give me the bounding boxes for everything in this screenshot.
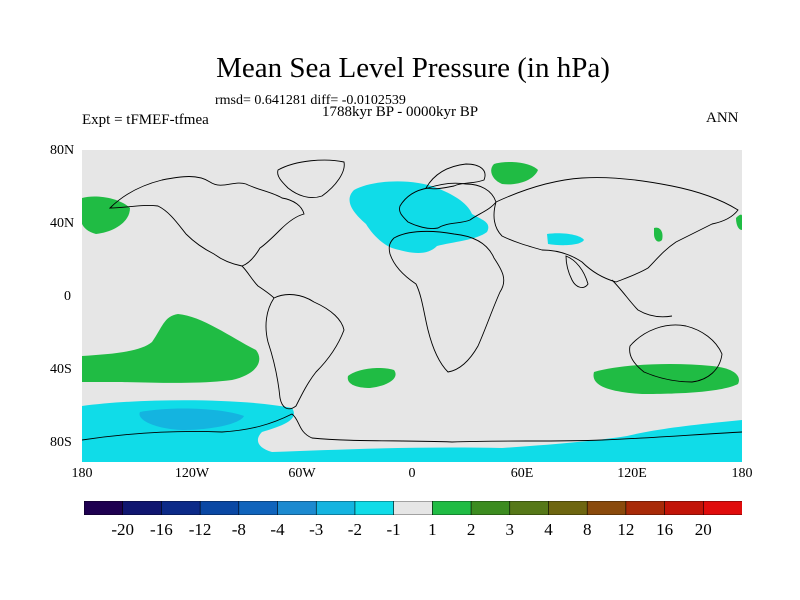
pressure-map — [82, 150, 742, 462]
lon-label-120e: 120E — [617, 466, 647, 481]
coast-africa — [388, 230, 505, 373]
coast-scandinavia — [425, 163, 486, 190]
colorbar-label: 16 — [656, 520, 674, 539]
colorbar-swatch — [432, 501, 472, 515]
colorbar-label: -1 — [386, 520, 401, 539]
colorbar-swatch — [586, 501, 627, 515]
lat-label-80s: 80S — [50, 435, 72, 450]
colorbar-swatch — [509, 501, 550, 515]
lat-label-40n: 40N — [50, 216, 75, 231]
lat-label-80n: 80N — [50, 143, 75, 158]
map-title: Mean Sea Level Pressure (in hPa) — [216, 52, 610, 84]
anomaly-north-pacific-west — [82, 196, 130, 234]
colorbar-label: -8 — [231, 520, 246, 539]
coast-europe — [399, 182, 497, 229]
colorbar-swatch — [702, 501, 742, 515]
anomaly-shading — [82, 162, 742, 462]
colorbar-label: -4 — [270, 520, 285, 539]
anomaly-barents-sea — [491, 162, 538, 185]
anomaly-south-atlantic — [347, 368, 396, 388]
colorbar — [84, 501, 742, 515]
anomaly-north-pacific-east — [736, 214, 742, 230]
colorbar-label: 20 — [694, 520, 712, 539]
coast-greenland — [277, 159, 345, 199]
stats-text: rmsd= 0.641281 diff= -0.0102539 — [215, 93, 406, 108]
colorbar-label: 4 — [544, 520, 553, 539]
period-text: 1788kyr BP - 0000kyr BP — [322, 104, 479, 120]
colorbar-label: -2 — [347, 520, 362, 539]
colorbar-label: 12 — [617, 520, 635, 539]
lat-label-40s: 40S — [50, 362, 72, 377]
colorbar-swatch — [625, 501, 666, 515]
colorbar-swatch — [277, 501, 317, 515]
coast-north-america — [108, 176, 305, 267]
colorbar-label: 1 — [428, 520, 437, 539]
anomaly-north-atlantic-europe — [349, 181, 489, 253]
lon-label-180e: 180 — [731, 466, 753, 481]
lon-label-60w: 60W — [288, 466, 316, 481]
colorbar-label: -12 — [188, 520, 212, 539]
coast-southeast-asia — [611, 279, 673, 318]
coast-central-america — [241, 265, 275, 299]
colorbar-swatch — [161, 501, 201, 515]
coast-south-america — [265, 294, 345, 410]
colorbar-label: 8 — [582, 520, 592, 539]
colorbar-swatch — [470, 501, 511, 515]
colorbar-swatch — [199, 501, 240, 515]
colorbar-label: -3 — [309, 520, 324, 539]
coast-australia — [629, 324, 723, 383]
colorbar-swatch — [393, 501, 433, 515]
colorbar-swatch — [354, 501, 395, 515]
coastlines — [82, 159, 742, 443]
colorbar-swatch — [664, 501, 704, 515]
anomaly-south-pacific — [82, 314, 260, 383]
anomaly-japan — [654, 227, 663, 242]
colorbar-label: 2 — [466, 520, 476, 539]
anomaly-southern-ocean — [82, 400, 742, 462]
season-label: ANN — [706, 110, 739, 126]
anomaly-middle-east — [547, 233, 584, 246]
lon-label-180w: 180 — [71, 466, 93, 481]
colorbar-label: -20 — [111, 520, 135, 539]
colorbar-swatch — [238, 501, 279, 515]
colorbar-label: -16 — [150, 520, 173, 539]
coast-asia — [493, 177, 739, 283]
colorbar-label: 3 — [505, 520, 515, 539]
colorbar-swatch — [548, 501, 588, 515]
experiment-label: Expt = tFMEF-tfmea — [82, 112, 209, 128]
lon-label-0: 0 — [408, 466, 416, 481]
colorbar-swatch — [122, 501, 163, 515]
lat-label-0: 0 — [64, 289, 71, 304]
coast-antarctica — [82, 413, 742, 443]
colorbar-swatch — [315, 501, 356, 515]
coast-india — [565, 255, 589, 288]
colorbar-swatch — [84, 501, 124, 515]
lon-label-60e: 60E — [510, 466, 534, 481]
lon-label-120w: 120W — [174, 466, 210, 481]
anomaly-southern-ocean-deep — [139, 408, 244, 430]
